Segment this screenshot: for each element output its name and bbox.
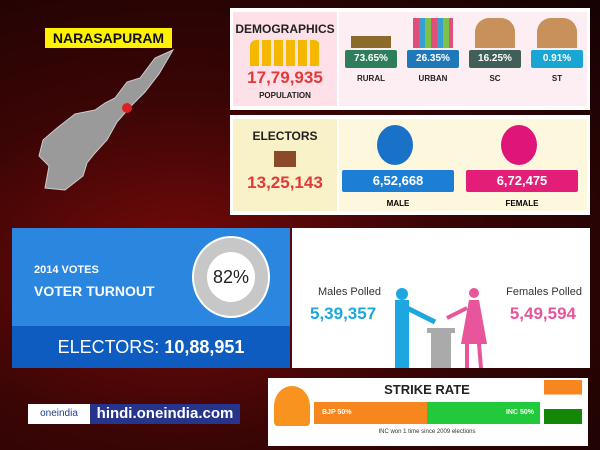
sc-icon	[475, 18, 515, 48]
male-label: MALE	[386, 199, 410, 208]
females-polled-label: Females Polled	[506, 286, 582, 298]
strike-rate-bar: BJP 50% INC 50%	[314, 402, 540, 424]
males-polled-label: Males Polled	[318, 286, 381, 298]
electors-panel: ELECTORS 13,25,143 6,52,668 6,72,475 MAL…	[230, 115, 590, 215]
urban-label: URBAN	[418, 74, 448, 83]
strike-rate-title: STRIKE RATE	[384, 382, 470, 397]
demographics-panel: DEMOGRAPHICS 17,79,935 POPULATION 73.65%…	[230, 8, 590, 110]
urban-value: 26.35%	[407, 50, 459, 68]
oneindia-logo: oneindia	[28, 404, 90, 424]
strike-rate-panel: STRIKE RATE BJP 50% INC 50% INC won 1 ti…	[268, 378, 588, 446]
st-label: ST	[551, 74, 563, 83]
turnout-ring: 82%	[192, 236, 270, 318]
female-electors: 6,72,475	[466, 170, 578, 192]
oneindia-brand[interactable]: oneindia hindi.oneindia.com	[28, 404, 240, 424]
electors-label: ELECTORS:	[57, 337, 160, 357]
inc-hand-flag-icon	[544, 380, 582, 424]
constituency-marker	[122, 103, 132, 113]
electors-value: 10,88,951	[164, 337, 245, 357]
rural-value: 73.65%	[345, 50, 397, 68]
population-value: 17,79,935	[247, 68, 323, 87]
inc-bar: INC 50%	[427, 402, 540, 424]
population-icon	[250, 40, 320, 66]
turnout-year: 2014 VOTES	[34, 264, 99, 276]
bjp-lotus-icon	[274, 386, 310, 426]
female-label: FEMALE	[505, 199, 539, 208]
st-value: 0.91%	[531, 50, 583, 68]
site-url[interactable]: hindi.oneindia.com	[90, 404, 240, 424]
females-polled-value: 5,49,594	[509, 304, 576, 323]
electors-total: 13,25,143	[247, 173, 323, 192]
constituency-title: NARASAPURAM	[45, 28, 172, 48]
demographics-title: DEMOGRAPHICS	[235, 22, 335, 36]
bjp-bar: BJP 50%	[314, 402, 427, 424]
state-map	[38, 48, 175, 191]
voter-turnout-panel: 2014 VOTES VOTER TURNOUT 82% ELECTORS: 1…	[12, 228, 290, 368]
males-polled-value: 5,39,357	[310, 304, 377, 323]
turnout-percent: 82%	[207, 252, 255, 302]
urban-icon	[413, 18, 453, 48]
rural-label: RURAL	[357, 74, 385, 83]
st-icon	[537, 18, 577, 48]
turnout-electors: ELECTORS: 10,88,951	[12, 326, 290, 368]
sc-label: SC	[489, 74, 501, 83]
female-avatar-icon	[501, 125, 537, 165]
polled-panel: Males Polled 5,39,357 Females Polled 5,4…	[292, 228, 590, 368]
turnout-title: VOTER TURNOUT	[34, 283, 155, 299]
strike-rate-note: INC won 1 time since 2009 elections	[378, 429, 476, 435]
male-electors: 6,52,668	[342, 170, 454, 192]
ballot-box-icon	[274, 151, 296, 167]
rural-icon	[351, 18, 391, 48]
voting-illustration-icon	[395, 288, 487, 368]
sc-value: 16.25%	[469, 50, 521, 68]
male-avatar-icon	[377, 125, 413, 165]
population-label: POPULATION	[259, 91, 311, 100]
electors-title: ELECTORS	[252, 129, 318, 143]
